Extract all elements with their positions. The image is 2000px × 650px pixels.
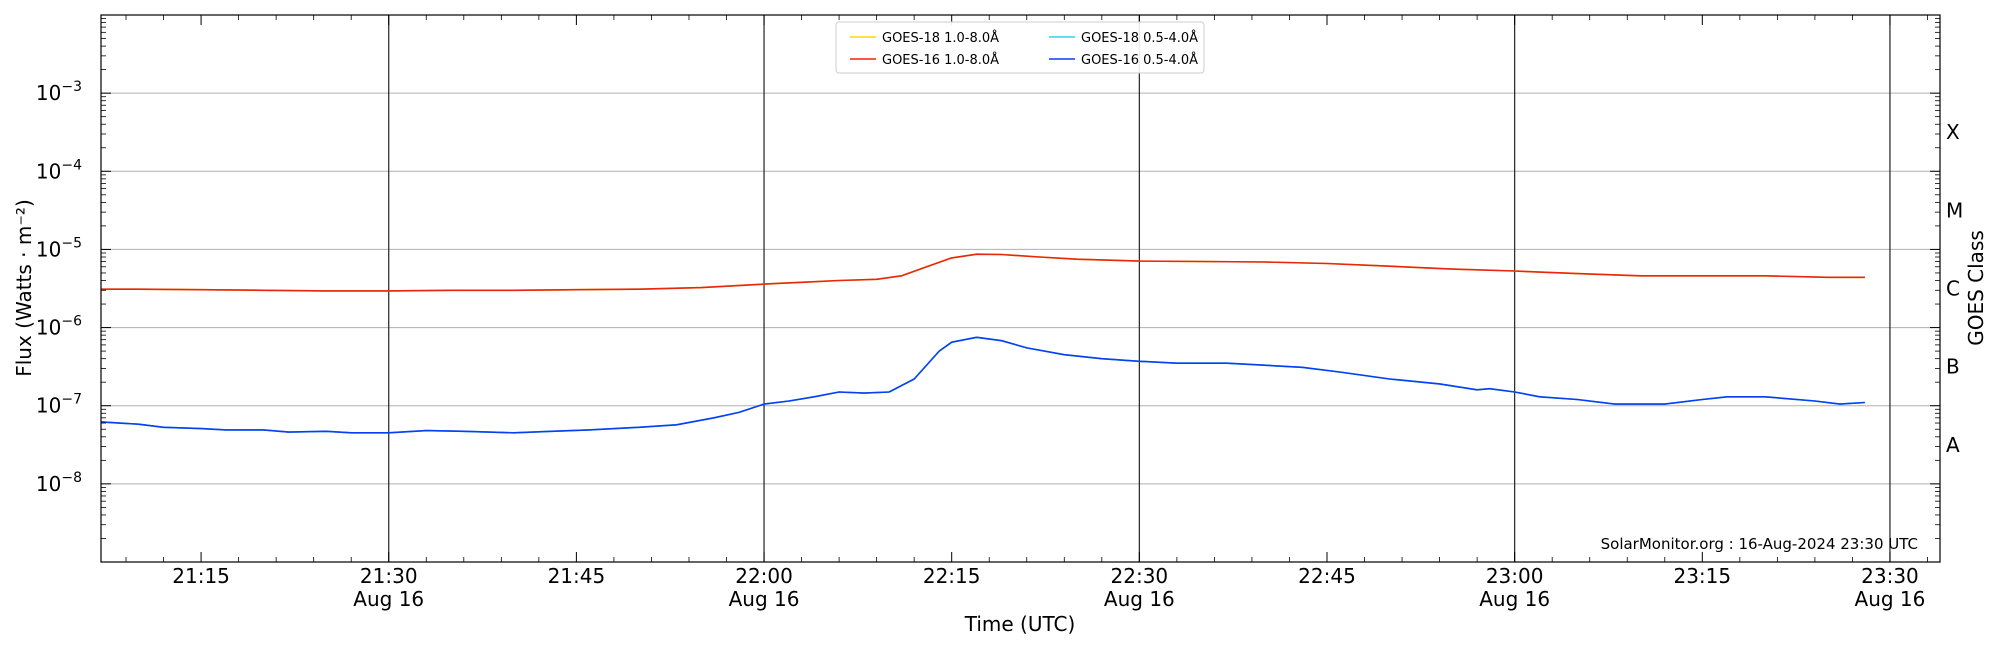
x-tick-sublabel: Aug 16 [353,587,424,611]
goes-class-labels: A B C M X [1946,120,1963,457]
x-tick-label: 23:30 [1861,564,1919,588]
legend: GOES-18 1.0-8.0Å GOES-16 1.0-8.0Å GOES-18 … [835,21,1205,74]
x-tick-label: 22:15 [923,564,981,588]
y-axis-right-title: GOES Class [1964,230,1988,346]
grid-lines [101,15,1940,562]
data-series [100,253,1865,434]
plot-frame [100,14,1941,563]
y-tick-label: 10−3 [36,79,82,105]
x-tick-label: 23:15 [1673,564,1731,588]
legend-box [835,21,1205,74]
x-tick-label: 22:45 [1298,564,1356,588]
series-line-4 [100,336,1865,434]
y-axis-title: Flux (Watts · m⁻²) [12,199,36,377]
legend-label: GOES-18 1.0-8.0Å [882,30,999,46]
x-tick-label: 21:45 [548,564,606,588]
legend-label: GOES-16 1.0-8.0Å [882,52,999,68]
x-tick-sublabel: Aug 16 [1479,587,1550,611]
x-tick-sublabel: Aug 16 [729,587,800,611]
x-tick-label: 22:30 [1111,564,1169,588]
x-tick-label: 22:00 [735,564,793,588]
y-tick-label: 10−5 [36,235,82,261]
x-tick-label: 23:00 [1486,564,1544,588]
x-tick-sublabel: Aug 16 [1104,587,1175,611]
series-line-2 [101,253,1865,292]
y-tick-label: 10−6 [36,314,82,340]
goes-class-label: M [1946,198,1963,222]
legend-label: GOES-16 0.5-4.0Å [1081,52,1198,68]
axis-ticks [101,14,1940,563]
source-annotation: SolarMonitor.org : 16-Aug-2024 23:30 UTC [1601,535,1918,553]
y-tick-label: 10−7 [36,392,82,418]
y-tick-labels: 10−8 10−7 10−6 10−5 10−4 10−3 [36,79,82,496]
goes-class-label: C [1946,277,1960,301]
goes-class-label: B [1946,355,1960,379]
goes-class-label: X [1946,120,1960,144]
x-tick-label: 21:15 [172,564,230,588]
goes-class-label: A [1946,433,1960,457]
legend-label: GOES-18 0.5-4.0Å [1081,30,1198,46]
x-tick-label: 21:30 [360,564,418,588]
x-tick-sublabel: Aug 16 [1855,587,1926,611]
y-tick-label: 10−8 [36,470,82,496]
y-tick-label: 10−4 [36,157,82,183]
x-axis-title: Time (UTC) [964,612,1076,636]
